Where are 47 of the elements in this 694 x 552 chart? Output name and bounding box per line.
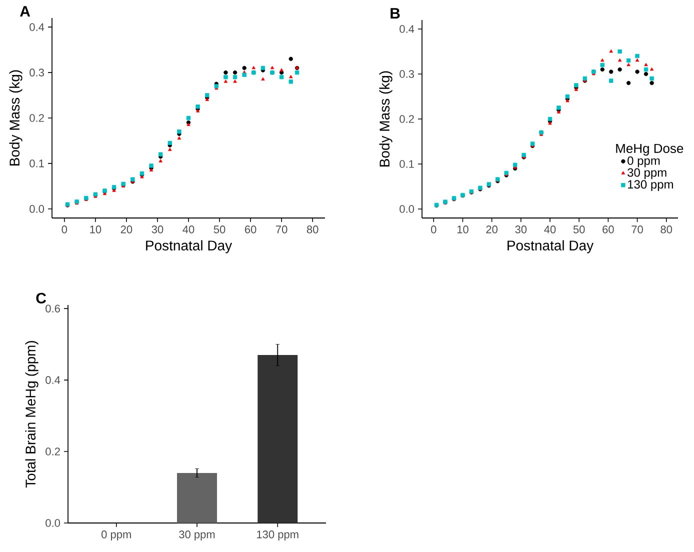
y-tick-label: 0.1 xyxy=(400,160,414,168)
x-tick-label: 0 xyxy=(431,226,436,234)
legend-label: 0 ppm xyxy=(628,156,660,168)
y-tick-label: 0.2 xyxy=(46,448,60,456)
y-tick-label: 0.0 xyxy=(400,205,414,213)
x-tick-label: 0 ppm xyxy=(102,530,131,540)
x-tick-label: 40 xyxy=(544,226,556,234)
x-tick-label: 30 xyxy=(515,226,527,234)
y-axis-title: Body Mass (kg) xyxy=(9,70,22,166)
y-tick-label: 0.4 xyxy=(30,23,44,31)
y-axis-title: Total Brain MeHg (ppm) xyxy=(25,340,38,488)
legend-title: MeHg Dose xyxy=(616,144,684,156)
x-tick-label: 60 xyxy=(602,226,614,234)
chart-title: B xyxy=(390,8,400,18)
y-tick-label: 0.3 xyxy=(400,70,414,78)
x-tick-label: 50 xyxy=(214,226,226,234)
x-tick-label: 70 xyxy=(632,226,643,234)
y-tick-label: 0.6 xyxy=(46,304,60,312)
y-tick-label: 0.1 xyxy=(30,160,44,168)
chart-title: A xyxy=(20,6,30,16)
x-axis-title: Postnatal Day xyxy=(508,240,594,254)
y-tick-label: 0.0 xyxy=(46,519,60,527)
x-tick-label: 10 xyxy=(457,226,468,234)
x-tick-label: 130 ppm xyxy=(257,530,298,540)
y-tick-label: 0.4 xyxy=(46,376,60,384)
x-tick-label: 30 ppm xyxy=(179,530,215,540)
x-tick-label: 50 xyxy=(573,226,585,234)
x-tick-label: 20 xyxy=(486,226,498,234)
legend-label: 30 ppm xyxy=(628,168,666,180)
x-tick-label: 40 xyxy=(182,226,194,234)
x-tick-label: 10 xyxy=(90,226,102,234)
x-tick-label: 30 xyxy=(152,226,164,234)
x-axis-title: Postnatal Day xyxy=(146,240,232,254)
x-tick-label: 70 xyxy=(276,226,288,234)
y-tick-label: 0.4 xyxy=(400,25,414,33)
y-axis-title: Body Mass (kg) xyxy=(379,71,392,166)
y-tick-label: 0.2 xyxy=(400,115,414,123)
x-tick-label: 20 xyxy=(120,226,132,234)
x-tick-label: 60 xyxy=(244,226,256,234)
x-tick-label: 80 xyxy=(306,226,318,234)
x-tick-label: 0 xyxy=(62,226,68,234)
chart-title: C xyxy=(36,292,46,304)
x-tick-label: 80 xyxy=(660,226,672,234)
legend-label: 130 ppm xyxy=(628,180,673,192)
y-tick-label: 0.3 xyxy=(30,68,44,76)
y-tick-label: 0.2 xyxy=(30,114,44,122)
y-tick-label: 0.0 xyxy=(30,205,44,213)
